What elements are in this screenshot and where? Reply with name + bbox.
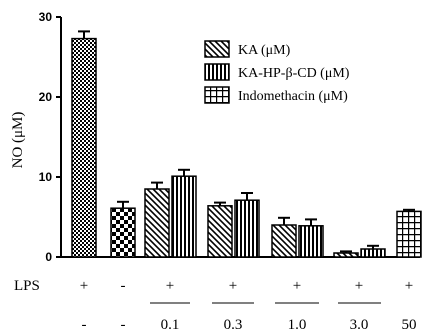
- lps-label: LPS: [14, 278, 40, 294]
- bar: [71, 37, 97, 258]
- legend-swatch: [204, 63, 230, 81]
- concentration-label: 0.3: [224, 317, 243, 333]
- lps-row: + - + + + + +: [80, 278, 413, 294]
- bar: [144, 188, 170, 258]
- legend-swatch: [204, 40, 230, 58]
- y-tick-label: 30: [39, 10, 53, 24]
- bar: [298, 225, 324, 258]
- bar: [333, 252, 359, 258]
- legend-label: KA-HP-β-CD (μM): [238, 66, 350, 81]
- lps-sign: -: [121, 278, 126, 294]
- lps-sign: +: [166, 278, 174, 294]
- lps-sign: +: [355, 278, 363, 294]
- y-tick-label: 0: [45, 250, 52, 264]
- bars: [71, 30, 422, 258]
- lps-sign: +: [293, 278, 301, 294]
- concentration-label: -: [82, 317, 87, 333]
- bar: [234, 199, 260, 258]
- bar: [110, 207, 136, 258]
- legend-label: Indomethacin (μM): [238, 89, 348, 104]
- bar: [207, 205, 233, 258]
- concentration-row: - - 0.1 0.3 1.0 3.0 50: [82, 302, 417, 333]
- y-tick-label: 20: [39, 90, 53, 104]
- bar: [396, 210, 422, 258]
- y-axis-label: NO (μM): [10, 112, 26, 169]
- legend: KA (μM) KA-HP-β-CD (μM) Indomethacin (μM): [204, 40, 350, 104]
- y-tick-label: 10: [39, 170, 53, 184]
- y-ticks: 0 10 20 30: [39, 10, 61, 264]
- concentration-label: 1.0: [288, 317, 307, 333]
- lps-sign: +: [80, 278, 88, 294]
- legend-label: KA (μM): [238, 43, 291, 58]
- legend-swatch: [204, 86, 230, 104]
- bar: [360, 248, 386, 258]
- lps-sign: +: [405, 278, 413, 294]
- concentration-label: -: [121, 317, 126, 333]
- concentration-label: 0.1: [161, 317, 180, 333]
- bar: [271, 224, 297, 258]
- concentration-label: 50: [402, 317, 417, 333]
- bar: [171, 175, 197, 258]
- concentration-label: 3.0: [350, 317, 369, 333]
- lps-sign: +: [229, 278, 237, 294]
